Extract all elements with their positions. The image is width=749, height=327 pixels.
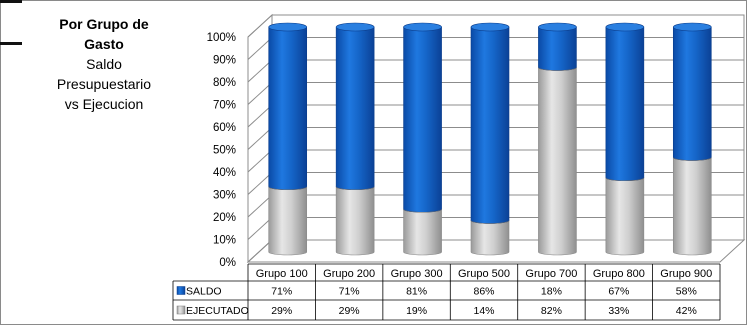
y-tick-label: 30% bbox=[213, 190, 236, 202]
category-label: Grupo 900 bbox=[660, 268, 712, 280]
chart-subtitle-line2: Presupuestario bbox=[56, 76, 152, 92]
bar-top-cap bbox=[470, 22, 510, 32]
legend-label: SALDO bbox=[186, 286, 222, 298]
bar-segment-ejecutado bbox=[605, 177, 645, 256]
bar-split-edge bbox=[335, 186, 375, 191]
bar-segment-saldo bbox=[335, 26, 375, 191]
bar-segment-saldo bbox=[605, 26, 645, 182]
bar-segment-ejecutado bbox=[538, 67, 577, 256]
y-tick-label: 90% bbox=[213, 55, 236, 67]
left-edge-bar-top bbox=[0, 0, 22, 3]
chart-title-line1: Por Grupo de bbox=[59, 16, 149, 32]
bar-split-edge bbox=[403, 209, 442, 213]
bar-segment-saldo bbox=[268, 26, 308, 191]
chart-title-line2: Gasto bbox=[84, 36, 124, 52]
bar-top-cap bbox=[268, 22, 308, 32]
bar-segment-ejecutado bbox=[268, 186, 308, 256]
y-tick-label: 70% bbox=[213, 100, 236, 112]
bar-group bbox=[538, 22, 577, 256]
category-label: Grupo 200 bbox=[323, 268, 375, 280]
bar-group bbox=[672, 22, 712, 256]
data-label: 18% bbox=[541, 286, 562, 298]
y-tick-label: 0% bbox=[219, 257, 236, 269]
bar-group bbox=[403, 22, 442, 256]
bar-split-edge bbox=[672, 157, 712, 161]
data-label: 86% bbox=[473, 286, 494, 298]
y-tick-label: 50% bbox=[213, 145, 236, 157]
data-label: 14% bbox=[473, 305, 494, 317]
bar-split-edge bbox=[470, 220, 510, 224]
category-label: Grupo 800 bbox=[593, 268, 645, 280]
bar-segment-saldo bbox=[403, 26, 442, 213]
data-label: 29% bbox=[339, 305, 360, 317]
bar-segment-ejecutado bbox=[672, 157, 712, 256]
y-tick-label: 20% bbox=[213, 212, 236, 224]
y-tick-label: 10% bbox=[213, 235, 236, 247]
y-tick-label: 100% bbox=[207, 32, 236, 44]
category-label: Grupo 100 bbox=[256, 268, 308, 280]
left-edge-bar-middle bbox=[0, 42, 22, 45]
legend-key bbox=[176, 305, 186, 315]
bar-split-edge bbox=[538, 67, 577, 71]
bar-top-cap bbox=[335, 22, 375, 32]
bar-segment-saldo bbox=[672, 26, 712, 161]
bar-group bbox=[470, 22, 510, 256]
data-label: 58% bbox=[676, 286, 697, 298]
chart-bars bbox=[268, 22, 712, 256]
bar-segment-ejecutado bbox=[335, 186, 375, 256]
chart-subtitle-line1: Saldo bbox=[86, 56, 122, 72]
bar-group bbox=[605, 22, 645, 256]
data-label: 42% bbox=[676, 305, 697, 317]
bar-group bbox=[268, 22, 308, 256]
legend-label: EJECUTADO bbox=[186, 305, 249, 317]
category-label: Grupo 300 bbox=[391, 268, 443, 280]
data-label: 33% bbox=[608, 305, 629, 317]
y-tick-label: 40% bbox=[213, 167, 236, 179]
legend-key bbox=[176, 286, 186, 295]
bar-top-cap bbox=[538, 22, 577, 32]
bar-segment-ejecutado bbox=[403, 208, 442, 256]
category-label: Grupo 700 bbox=[525, 268, 577, 280]
y-axis-ticks: 0% 10% 20% 30% 40% 50% 60% 70% 80% 90% 100% bbox=[207, 32, 236, 269]
bar-segment-saldo bbox=[538, 26, 577, 71]
y-tick-label: 60% bbox=[213, 122, 236, 134]
data-label: 71% bbox=[339, 286, 360, 298]
bar-top-cap bbox=[403, 22, 442, 32]
gridline bbox=[247, 14, 744, 38]
category-label: Grupo 500 bbox=[458, 268, 510, 280]
data-label: 82% bbox=[541, 305, 562, 317]
side-title-block: Por Grupo de Gasto Saldo Presupuestario … bbox=[30, 14, 178, 114]
data-label: 67% bbox=[608, 286, 629, 298]
data-label: 81% bbox=[406, 286, 427, 298]
data-label: 71% bbox=[271, 286, 292, 298]
y-tick-label: 80% bbox=[213, 77, 236, 89]
bar-group bbox=[335, 22, 375, 256]
chart-data-table: Grupo 100 Grupo 200 Grupo 300 Grupo 500 Grup… bbox=[172, 263, 721, 321]
data-label: 19% bbox=[406, 305, 427, 317]
bar-segment-saldo bbox=[470, 26, 510, 224]
chart-subtitle-line3: vs Ejecucion bbox=[64, 96, 144, 112]
bar-segment-ejecutado bbox=[470, 220, 510, 256]
bar-split-edge bbox=[268, 186, 308, 191]
bar-top-cap bbox=[605, 22, 645, 32]
bar-split-edge bbox=[605, 177, 645, 182]
data-label: 29% bbox=[271, 305, 292, 317]
bar-top-cap bbox=[672, 22, 712, 32]
